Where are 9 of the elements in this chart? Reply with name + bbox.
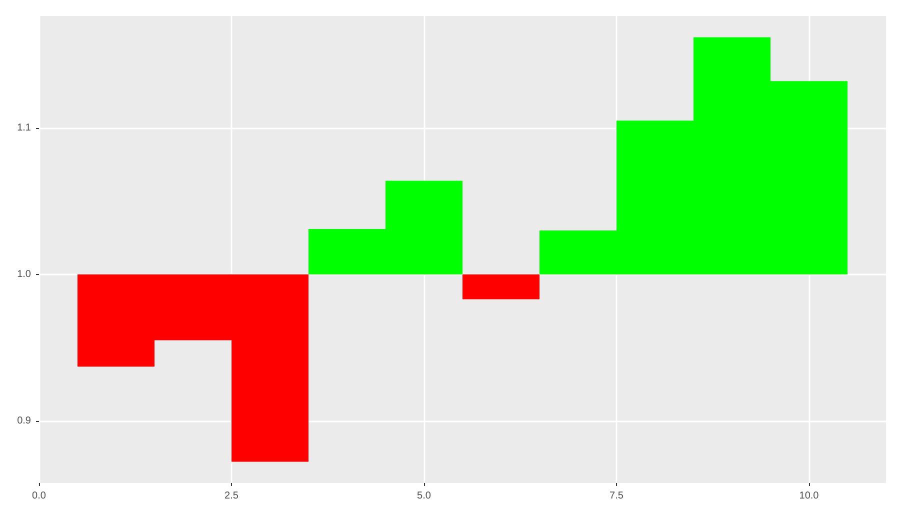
x-tick-label: 7.5 — [610, 490, 624, 502]
bar — [462, 274, 540, 300]
x-tick-label: 0.0 — [32, 490, 46, 502]
y-tick-label: 1.0 — [17, 268, 32, 280]
y-tick-label: 1.1 — [17, 122, 32, 134]
y-tick-label: 0.9 — [17, 415, 32, 426]
x-tick-label: 2.5 — [224, 490, 239, 502]
x-tick-label: 10.0 — [799, 490, 820, 502]
x-tick-label: 5.0 — [417, 490, 432, 502]
